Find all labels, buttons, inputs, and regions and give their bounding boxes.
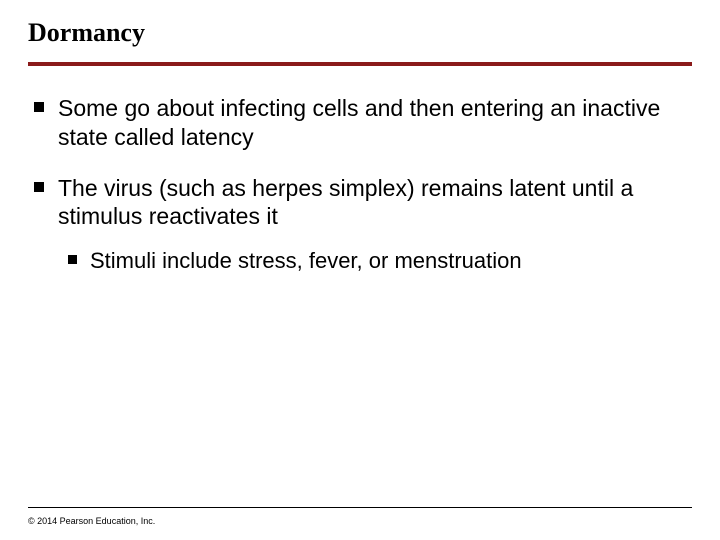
sub-bullet-list: Stimuli include stress, fever, or menstr… — [58, 247, 692, 275]
list-item: Stimuli include stress, fever, or menstr… — [68, 247, 692, 275]
list-item: The virus (such as herpes simplex) remai… — [34, 174, 692, 275]
bullet-text: The virus (such as herpes simplex) remai… — [58, 175, 633, 230]
bullet-text: Some go about infecting cells and then e… — [58, 95, 660, 150]
bullet-list: Some go about infecting cells and then e… — [34, 94, 692, 275]
bullet-text: Stimuli include stress, fever, or menstr… — [90, 248, 522, 273]
slide: Dormancy Some go about infecting cells a… — [0, 0, 720, 540]
copyright-text: © 2014 Pearson Education, Inc. — [28, 516, 155, 526]
footer-divider — [28, 507, 692, 508]
content-area: Some go about infecting cells and then e… — [28, 94, 692, 275]
list-item: Some go about infecting cells and then e… — [34, 94, 692, 152]
slide-title: Dormancy — [28, 18, 692, 48]
title-divider — [28, 62, 692, 66]
